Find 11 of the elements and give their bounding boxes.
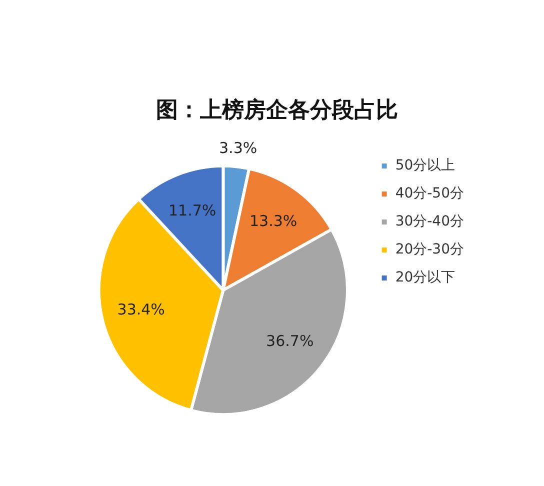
legend-label: 40分-50分 bbox=[395, 186, 464, 202]
legend-label: 20分-30分 bbox=[395, 242, 464, 258]
data-label: 3.3% bbox=[219, 139, 258, 158]
data-label: 36.7% bbox=[266, 332, 314, 350]
data-label: 11.7% bbox=[168, 201, 216, 220]
legend-label: 30分-40分 bbox=[395, 214, 464, 230]
data-label: 33.4% bbox=[117, 300, 165, 318]
legend-label: 20分以下 bbox=[395, 270, 456, 286]
chart-title: 图：上榜房企各分段占比 bbox=[156, 96, 398, 123]
legend-label: 50分以上 bbox=[395, 158, 456, 174]
data-label: 13.3% bbox=[249, 212, 298, 230]
